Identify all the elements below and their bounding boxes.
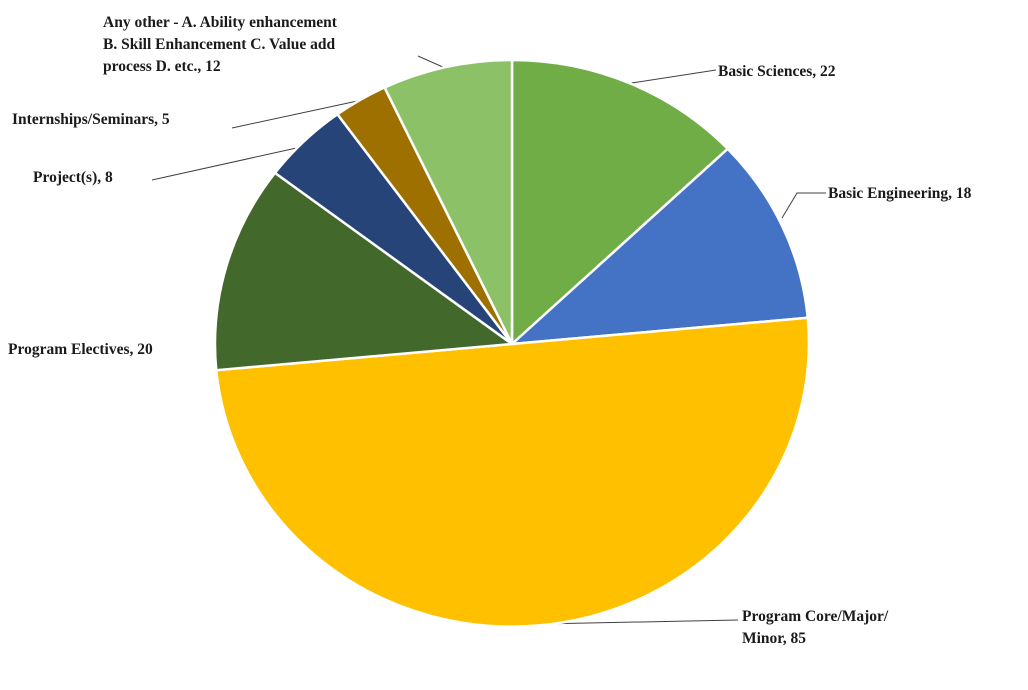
slice-label-line: Any other - A. Ability enhancement xyxy=(103,14,338,31)
pie-slice-0 xyxy=(510,58,730,347)
slice-label-1: Basic Engineering, 18 xyxy=(828,185,972,202)
slice-label-5: Internships/Seminars, 5 xyxy=(12,111,170,128)
leader-line-4 xyxy=(151,144,311,181)
pie-slice-1 xyxy=(508,147,810,346)
slice-label-line: Basic Engineering, 18 xyxy=(828,185,972,202)
pie-slice-3 xyxy=(213,171,516,372)
slice-label-line: Project(s), 8 xyxy=(33,169,113,186)
leader-line-0 xyxy=(624,69,717,85)
slice-label-3: Program Electives, 20 xyxy=(8,341,153,358)
slice-label-line: B. Skill Enhancement C. Value add xyxy=(103,36,336,53)
leader-line-6 xyxy=(417,55,446,69)
pie-slice-6 xyxy=(382,58,514,345)
slice-label-2: Program Core/Major/Minor, 85 xyxy=(742,608,889,647)
pie-slice-2 xyxy=(214,316,811,628)
slice-label-line: Internships/Seminars, 5 xyxy=(12,111,170,128)
slice-label-0: Basic Sciences, 22 xyxy=(718,63,836,80)
slice-label-4: Project(s), 8 xyxy=(33,169,113,186)
slice-label-line: Program Electives, 20 xyxy=(8,341,153,358)
slice-labels: Basic Sciences, 22 Basic Engineering, 18 P… xyxy=(8,14,972,647)
leader-line-5 xyxy=(231,99,363,129)
slice-label-line: Basic Sciences, 22 xyxy=(718,63,836,80)
leader-line-1 xyxy=(781,192,826,219)
slice-label-line: process D. etc., 12 xyxy=(103,58,221,75)
slice-label-line: Minor, 85 xyxy=(742,630,806,647)
pie-slices xyxy=(213,58,811,628)
leader-lines xyxy=(151,55,826,625)
leader-line-2 xyxy=(539,619,739,625)
slice-label-6: Any other - A. Ability enhancement B. Ski… xyxy=(103,14,338,75)
slice-label-line: Program Core/Major/ xyxy=(742,608,889,625)
